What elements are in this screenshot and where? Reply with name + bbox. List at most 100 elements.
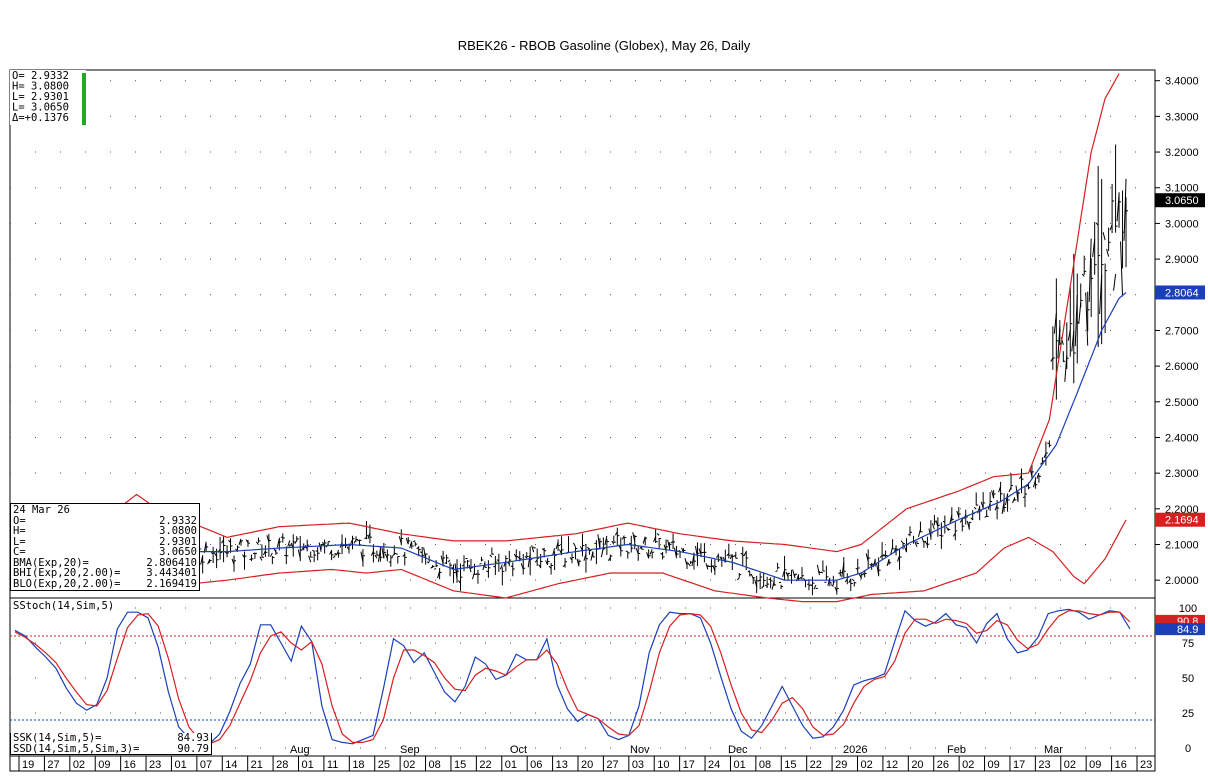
- bma-line: [17, 292, 1127, 581]
- price-bar-open: [771, 580, 775, 590]
- ohlc-summary-line: L= 2.9301: [12, 91, 69, 103]
- price-bar-open: [259, 556, 263, 561]
- info-row-label: BHI(Exp,20,2.00)=: [13, 567, 121, 579]
- price-bar-open: [454, 563, 458, 580]
- stoch-tag-label: 84.9: [1177, 624, 1198, 636]
- date-tick-label: 07: [200, 759, 212, 771]
- price-bar-open: [984, 515, 987, 518]
- price-bar-open: [377, 549, 381, 562]
- price-bar-open: [486, 570, 489, 573]
- price-tick-label: 2.1000: [1165, 539, 1199, 551]
- stoch-info-value: 84.93: [177, 732, 209, 744]
- ohlc-indicator-bar: [82, 73, 86, 125]
- price-tick-label: 3.0000: [1165, 218, 1199, 230]
- price-bar-open: [367, 532, 371, 540]
- price-bar-open: [318, 542, 322, 552]
- price-bar-open: [670, 541, 674, 544]
- price-tag-label: 2.1694: [1165, 515, 1199, 527]
- price-bar-open: [1019, 474, 1022, 480]
- price-bar-open: [736, 577, 740, 581]
- price-bar-open: [719, 556, 723, 560]
- price-bar-open: [632, 532, 636, 542]
- date-axis: 19 27 02 09 16 23 01 07 14 21 28 01 11 18 25 02 08 15 22 01…: [18, 744, 1152, 771]
- price-bar-open: [621, 535, 625, 540]
- stoch-tick-label: 25: [1182, 708, 1194, 720]
- price-bar-open: [966, 520, 970, 529]
- price-bar-open: [569, 557, 573, 561]
- stoch-tick-label: 50: [1182, 673, 1194, 685]
- price-bar-open: [1053, 313, 1057, 334]
- price-bar-open: [827, 577, 831, 587]
- ohlc-summary-line: Δ=+0.1376: [12, 112, 69, 124]
- price-bar-open: [416, 546, 420, 550]
- date-tick-label: 29: [835, 759, 847, 771]
- price-bar-open: [816, 564, 820, 576]
- stoch-info-value: 90.79: [177, 742, 209, 755]
- price-bar-open: [660, 552, 663, 556]
- price-bar-open: [973, 506, 977, 510]
- date-tick-label: 03: [632, 759, 644, 771]
- price-bar-open: [430, 566, 433, 569]
- date-tick-label: 08: [759, 759, 771, 771]
- price-bar-open: [364, 537, 367, 540]
- price-bar-open: [353, 539, 357, 544]
- price-bar-open: [1113, 274, 1117, 291]
- price-bar-open: [879, 554, 883, 558]
- price-bar-open: [350, 539, 353, 545]
- price-bar-open: [886, 558, 890, 567]
- month-label: Dec: [728, 744, 748, 756]
- price-bar-open: [931, 523, 935, 530]
- price-bar-open: [1109, 224, 1113, 231]
- price-bar-open: [249, 558, 252, 561]
- date-tick-label: 25: [378, 759, 390, 771]
- price-bar-open: [775, 569, 778, 573]
- price-bar-open: [1116, 193, 1120, 222]
- price-bar-open: [374, 554, 378, 559]
- price-bar-open: [792, 570, 796, 579]
- price-bar-open: [813, 584, 817, 590]
- date-tick-label: 21: [251, 759, 263, 771]
- date-tick-label: 02: [861, 759, 873, 771]
- price-bar-open: [357, 539, 360, 542]
- info-row-label: BMA(Exp,20)=: [13, 556, 89, 569]
- price-bar-open: [949, 514, 953, 525]
- price-bar-open: [890, 546, 894, 556]
- price-bar-open: [531, 545, 535, 553]
- price-bar-open: [883, 553, 887, 558]
- price-bar-open: [607, 557, 611, 561]
- price-bar-open: [538, 564, 542, 568]
- price-bar-open: [576, 558, 580, 567]
- price-bar-open: [747, 570, 751, 573]
- price-bar-open: [1050, 357, 1054, 362]
- price-bar-open: [876, 563, 880, 575]
- date-tick-label: 02: [962, 759, 974, 771]
- price-bar-open: [1040, 462, 1043, 465]
- info-row-label: H=: [13, 525, 26, 537]
- info-row-label: C=: [13, 546, 26, 558]
- price-bar-open: [698, 548, 702, 555]
- price-tag: [1155, 193, 1205, 208]
- price-bar-open: [1071, 330, 1075, 352]
- price-bar-open: [715, 554, 719, 558]
- price-bar-open: [604, 535, 608, 546]
- price-bar-open: [921, 537, 925, 544]
- price-bar-open: [311, 549, 315, 552]
- price-bar-open: [970, 517, 974, 521]
- date-axis-frame: [9, 755, 1156, 772]
- info-row-label: L=: [13, 535, 26, 548]
- price-tag-label: 2.8064: [1165, 287, 1199, 299]
- price-bar-open: [573, 542, 576, 548]
- price-bar-open: [1081, 273, 1085, 277]
- info-row-label: O=: [13, 514, 26, 527]
- plot-frames: [9, 69, 1156, 772]
- price-bar-open: [437, 570, 441, 579]
- date-tick-label: 01: [733, 759, 745, 771]
- price-bar-open: [600, 547, 604, 558]
- price-axis: 3.4000 3.3000 3.2000 3.1000 3.0000 2.9000 2.80…: [1155, 76, 1199, 755]
- price-tick-label: 2.3000: [1165, 468, 1199, 480]
- month-label: 2026: [843, 744, 867, 756]
- price-bar-open: [855, 567, 858, 570]
- price-bar-open: [1008, 486, 1012, 493]
